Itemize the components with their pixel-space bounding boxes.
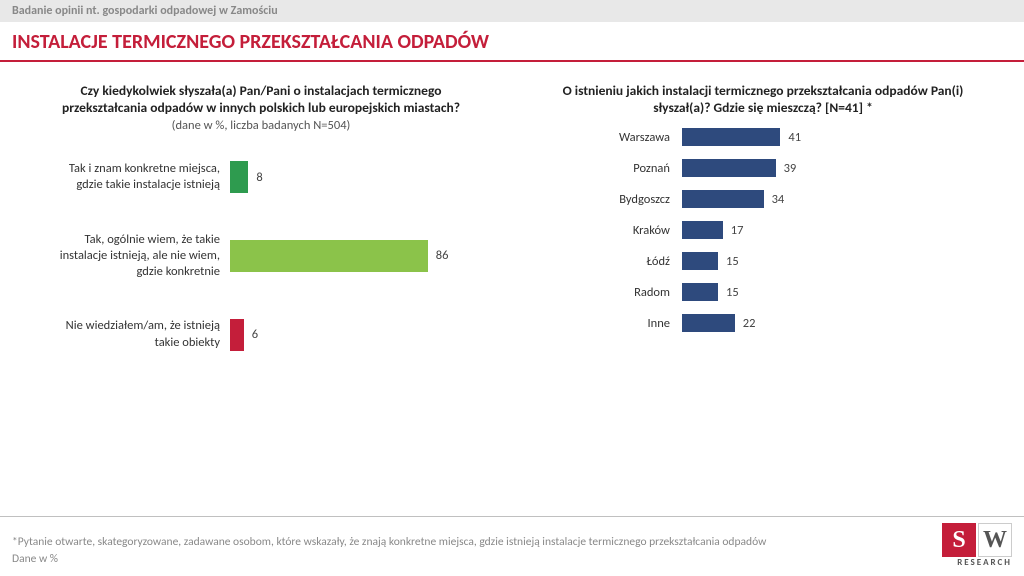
right-bar-label: Łódź	[592, 254, 682, 269]
left-bar-label: Nie wiedziałem/am, że istnieją takie obi…	[45, 318, 230, 351]
right-bar-label: Radom	[592, 285, 682, 300]
left-bar	[230, 161, 248, 193]
right-bar-value: 39	[784, 161, 797, 176]
right-bar-row: Bydgoszcz 34	[592, 190, 1004, 208]
right-bar-value: 17	[731, 223, 744, 238]
right-chart-panel: O istnieniu jakich instalacji termiczneg…	[522, 82, 1004, 389]
footer-text: *Pytanie otwarte, skategoryzowane, zadaw…	[12, 534, 766, 569]
logo: S W RESEARCH	[942, 523, 1012, 568]
right-bar-label: Poznań	[592, 161, 682, 176]
right-bar-chart: Warszawa 41 Poznań 39 Bydgoszcz 34 Kraków 17 Łód…	[522, 118, 1004, 332]
left-bar	[230, 240, 428, 272]
right-bar	[682, 252, 718, 270]
right-bar-label: Inne	[592, 316, 682, 331]
left-bar	[230, 319, 244, 351]
left-subtext: (dane w %, liczba badanych N=504)	[20, 118, 502, 133]
right-bar-row: Radom 15	[592, 283, 1004, 301]
title-underline	[0, 60, 1024, 62]
left-bar-label: Tak i znam konkretne miejsca, gdzie taki…	[45, 161, 230, 194]
right-bar	[682, 190, 764, 208]
right-bar	[682, 283, 718, 301]
left-chart-panel: Czy kiedykolwiek słyszała(a) Pan/Pani o …	[20, 82, 502, 389]
header-bar: Badanie opinii nt. gospodarki odpadowej …	[0, 0, 1024, 22]
logo-letter-s: S	[942, 523, 976, 557]
left-bar-value: 86	[436, 248, 449, 263]
left-bar-chart: Tak i znam konkretne miejsca, gdzie taki…	[20, 161, 502, 351]
footer: *Pytanie otwarte, skategoryzowane, zadaw…	[0, 516, 1024, 576]
right-bar-value: 34	[772, 192, 785, 207]
right-bar-row: Kraków 17	[592, 221, 1004, 239]
content: Czy kiedykolwiek słyszała(a) Pan/Pani o …	[0, 82, 1024, 389]
footer-divider	[0, 516, 1024, 518]
left-bar-row: Nie wiedziałem/am, że istnieją takie obi…	[45, 318, 502, 351]
page-title: INSTALACJE TERMICZNEGO PRZEKSZTAŁCANIA O…	[0, 22, 1024, 60]
right-bar-row: Inne 22	[592, 314, 1004, 332]
right-bar-value: 15	[726, 254, 739, 269]
right-bar-row: Poznań 39	[592, 159, 1004, 177]
right-bar	[682, 159, 776, 177]
left-bar-value: 6	[252, 327, 258, 342]
left-question: Czy kiedykolwiek słyszała(a) Pan/Pani o …	[20, 82, 502, 116]
right-bar-label: Bydgoszcz	[592, 192, 682, 207]
footnote-line-2: Dane w %	[12, 551, 766, 568]
right-bar-value: 22	[743, 316, 756, 331]
right-bar-label: Kraków	[592, 223, 682, 238]
right-bar-value: 15	[726, 285, 739, 300]
left-bar-row: Tak i znam konkretne miejsca, gdzie taki…	[45, 161, 502, 194]
left-bar-row: Tak, ogólnie wiem, że takie instalacje i…	[45, 232, 502, 281]
right-bar	[682, 314, 735, 332]
right-bar-row: Łódź 15	[592, 252, 1004, 270]
right-question: O istnieniu jakich instalacji termiczneg…	[522, 82, 1004, 116]
right-bar	[682, 128, 780, 146]
left-bar-label: Tak, ogólnie wiem, że takie instalacje i…	[45, 232, 230, 281]
right-bar-value: 41	[788, 130, 801, 145]
right-bar	[682, 221, 723, 239]
logo-letter-w: W	[978, 523, 1012, 557]
logo-text: RESEARCH	[957, 557, 1012, 568]
right-bar-row: Warszawa 41	[592, 128, 1004, 146]
footer-content: *Pytanie otwarte, skategoryzowane, zadaw…	[0, 523, 1024, 576]
right-bar-label: Warszawa	[592, 130, 682, 145]
left-bar-value: 8	[256, 170, 262, 185]
footnote-line-1: *Pytanie otwarte, skategoryzowane, zadaw…	[12, 534, 766, 551]
